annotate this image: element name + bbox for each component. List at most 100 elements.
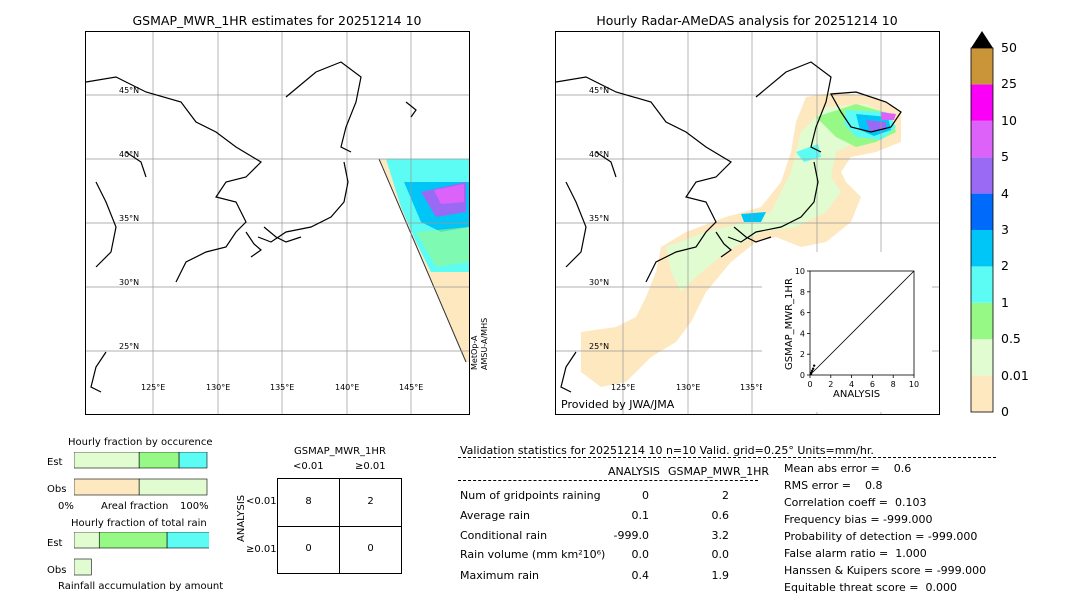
left-lon-145: 145°E <box>399 383 424 392</box>
colorbar-label-10: 50 <box>1001 40 1017 55</box>
right-lat-30: 30°N <box>589 278 610 287</box>
stat-label-1: Average rain <box>460 509 530 522</box>
contingency-grid: 8 2 0 0 <box>277 478 402 574</box>
scatter-xlabel: ANALYSIS <box>833 389 881 400</box>
right-lon-135: 135°E <box>740 383 765 392</box>
score-hk: Hanssen & Kuipers score = -999.000 <box>784 564 987 577</box>
left-coastline <box>86 61 417 393</box>
score-pod: Probability of detection = -999.000 <box>784 530 978 543</box>
scatter-plot: 0 2 4 6 8 10 0 2 4 6 8 10 <box>795 267 919 389</box>
occ-row-obs: Obs <box>47 484 67 495</box>
left-lon-130: 130°E <box>206 383 231 392</box>
colorbar-label-8: 10 <box>1001 112 1017 128</box>
left-lat-25: 25°N <box>119 342 140 351</box>
right-lat-45: 45°N <box>589 86 610 95</box>
fraction-occurrence-title: Hourly fraction by occurence <box>68 437 213 448</box>
stat-label-0: Num of gridpoints raining <box>460 489 601 502</box>
scatter-point-1 <box>810 369 814 373</box>
right-lat-35: 35°N <box>589 214 610 223</box>
rain-bar-row1-seg0 <box>74 558 92 576</box>
cell-lt-lt: 8 <box>305 496 312 507</box>
colorbar-segment-2 <box>971 302 993 340</box>
scatter-diagonal <box>809 270 915 376</box>
left-map: 45°N 40°N 35°N 30°N 25°N 125°E 130°E 135… <box>85 31 470 415</box>
contingency-col-ge: ≥0.01 <box>355 461 386 472</box>
score-mae: Mean abs error = 0.6 <box>784 462 912 475</box>
occ-xlabel: Areal fraction <box>101 501 169 512</box>
colorbar-label-3: 1 <box>1001 294 1009 310</box>
score-rms: RMS error = 0.8 <box>784 479 883 492</box>
right-map-title: Hourly Radar-AMeDAS analysis for 2025121… <box>596 13 898 28</box>
occ-x-right: 100% <box>180 501 209 512</box>
scatter-point-2 <box>811 367 815 370</box>
left-lat-35: 35°N <box>119 214 140 223</box>
colorbar-segment-7 <box>971 120 993 158</box>
data-credit: Provided by JWA/JMA <box>561 398 675 411</box>
stat-gsmap-0: 2 <box>722 489 729 502</box>
scatter-xtick-label-1: 2 <box>828 380 833 389</box>
rain-row-est: Est <box>47 538 63 549</box>
swath-edge <box>378 158 467 363</box>
stat-label-3: Rain volume (mm km²10⁶) <box>460 548 606 561</box>
left-lat-45: 45°N <box>119 86 140 95</box>
scatter-xtick-label-4: 8 <box>891 380 896 389</box>
occ-bar-row1-seg0 <box>74 478 140 496</box>
left-lon-140: 140°E <box>335 383 360 392</box>
radar-blue-2 <box>741 212 766 222</box>
colorbar-label-0: 0 <box>1001 404 1009 419</box>
rain-row-obs: Obs <box>47 565 67 576</box>
scatter-xtick-label-5: 10 <box>909 380 919 389</box>
rain-bar-row0-seg2 <box>166 532 209 549</box>
contingency-title: GSMAP_MWR_1HR <box>294 446 386 457</box>
colorbar-label-5: 3 <box>1001 222 1009 237</box>
validation-divider <box>458 457 996 458</box>
rain-footer: Rainfall accumulation by amount <box>58 581 224 592</box>
contingency-row-lt: <0.01 <box>246 496 277 507</box>
occ-bar-row1-seg1 <box>138 478 208 496</box>
contingency-hline <box>278 526 401 527</box>
colorbar-label-2: 0.5 <box>1001 331 1021 347</box>
right-lat-25: 25°N <box>589 342 610 351</box>
scatter-ytick-label-0: 0 <box>800 371 805 380</box>
scatter-point-3 <box>809 372 813 376</box>
stat-label-2: Conditional rain <box>460 529 548 542</box>
right-map: 45°N 40°N 35°N 30°N 25°N 125°E 130°E 135… <box>555 31 940 415</box>
right-lon-125: 125°E <box>611 383 636 392</box>
scatter-xtick-label-3: 6 <box>870 380 875 389</box>
right-lat-40: 40°N <box>589 150 610 159</box>
right-map-canvas <box>556 32 939 414</box>
occ-row-est: Est <box>47 457 63 468</box>
stat-analysis-2: -999.0 <box>613 529 649 542</box>
score-ets: Equitable threat score = 0.000 <box>784 581 957 594</box>
colorbar-segment-1 <box>971 339 993 376</box>
colorbar-segment-5 <box>971 193 993 230</box>
swath-green <box>416 227 469 267</box>
colorbar-extend-arrow <box>971 31 993 48</box>
cell-ge-lt: 0 <box>305 543 312 554</box>
colorbar <box>970 31 994 413</box>
score-bias: Frequency bias = -999.000 <box>784 513 933 526</box>
stat-gsmap-2: 3.2 <box>711 529 730 542</box>
scatter-ytick-label-5: 10 <box>795 267 805 276</box>
rain-bars <box>74 532 209 576</box>
colorbar-label-1: 0.01 <box>1001 367 1029 383</box>
occ-bar-row0-seg2 <box>178 452 208 469</box>
scatter-ytick-label-1: 2 <box>800 350 805 359</box>
left-lat-30: 30°N <box>119 278 140 287</box>
cell-lt-ge: 2 <box>367 496 374 507</box>
colorbar-segment-0 <box>971 375 993 412</box>
contingency-col-lt: <0.01 <box>293 461 324 472</box>
radar-light-green <box>666 104 891 292</box>
colorbar-segment-9 <box>971 48 993 85</box>
stat-analysis-1: 0.1 <box>631 509 650 522</box>
scatter-ytick-label-3: 6 <box>800 309 805 318</box>
contingency-row-ge: ≥0.01 <box>246 544 277 555</box>
left-grid <box>86 32 469 414</box>
swath-magenta <box>434 184 464 204</box>
validation-header: Validation statistics for 20251214 10 n=… <box>460 444 874 457</box>
col-analysis: ANALYSIS <box>608 465 660 478</box>
colorbar-outline <box>970 47 994 413</box>
left-lon-135: 135°E <box>270 383 295 392</box>
occ-bar-row0-seg1 <box>138 452 180 469</box>
scatter-ytick-label-4: 8 <box>800 288 805 297</box>
